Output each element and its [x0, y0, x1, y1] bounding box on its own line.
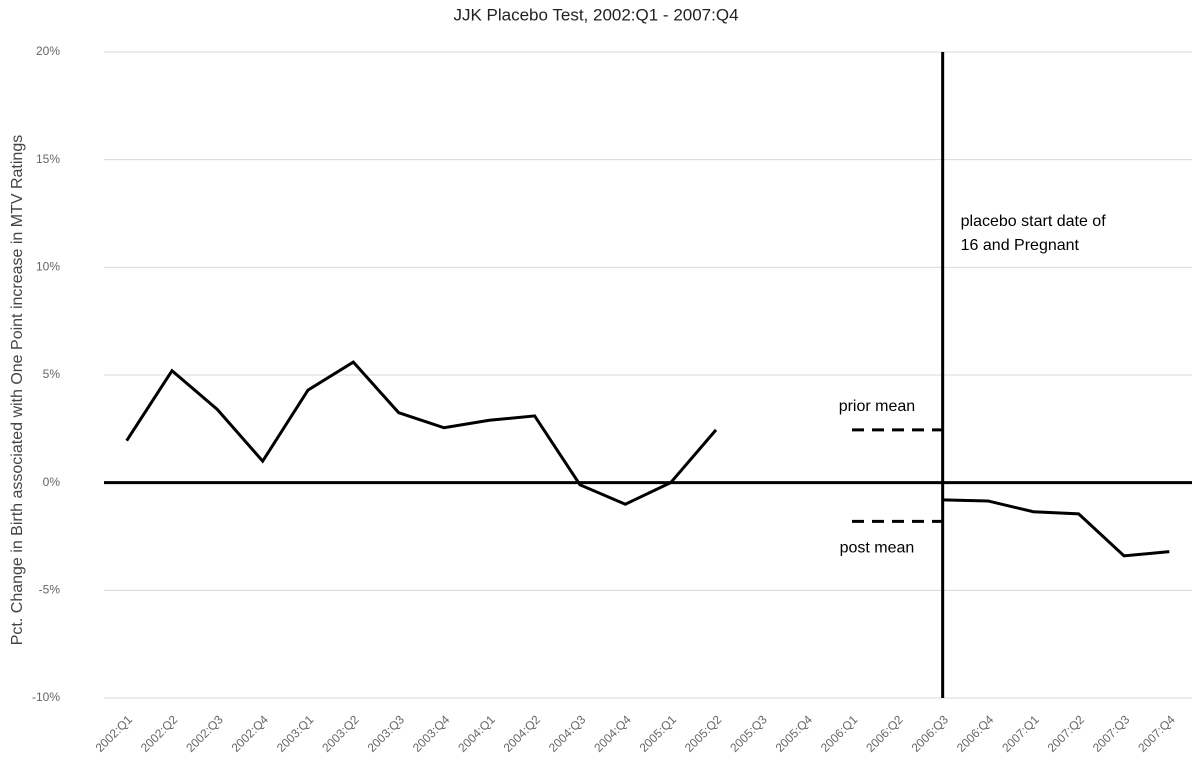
x-tick-label: 2003:Q1 [274, 712, 317, 755]
x-tick-label: 2002:Q2 [138, 712, 181, 755]
x-tick-label: 2007:Q2 [1045, 712, 1088, 755]
y-tick-label: 5% [43, 367, 61, 381]
y-tick-label: -10% [32, 690, 60, 704]
x-tick-label: 2004:Q1 [455, 712, 498, 755]
x-tick-label: 2003:Q4 [410, 712, 453, 755]
x-tick-label: 2005:Q1 [637, 712, 680, 755]
x-tick-label: 2002:Q1 [93, 712, 136, 755]
x-tick-label: 2003:Q2 [319, 712, 362, 755]
x-tick-label: 2005:Q2 [682, 712, 725, 755]
x-tick-label: 2004:Q3 [546, 712, 589, 755]
placebo-label: placebo start date of [961, 213, 1107, 230]
y-axis-label: Pct. Change in Birth associated with One… [9, 135, 26, 645]
y-tick-label: -5% [39, 583, 61, 597]
x-tick-label: 2005:Q3 [727, 712, 770, 755]
x-tick-label: 2007:Q4 [1135, 712, 1178, 755]
x-tick-label: 2004:Q4 [591, 712, 634, 755]
mean-label: post mean [840, 540, 915, 557]
x-tick-label: 2007:Q3 [1090, 712, 1133, 755]
x-tick-label: 2002:Q4 [229, 712, 272, 755]
x-tick-label: 2006:Q3 [909, 712, 952, 755]
series-line [125, 360, 1170, 558]
mean-label: prior mean [839, 398, 915, 415]
x-tick-label: 2006:Q2 [863, 712, 906, 755]
y-tick-label: 15% [36, 152, 60, 166]
x-tick-label: 2006:Q1 [818, 712, 861, 755]
x-tick-label: 2006:Q4 [954, 712, 997, 755]
placebo-label: 16 and Pregnant [961, 237, 1080, 254]
y-tick-label: 20% [36, 44, 60, 58]
y-tick-label: 10% [36, 260, 60, 274]
x-tick-label: 2007:Q1 [999, 712, 1042, 755]
x-tick-label: 2005:Q4 [773, 712, 816, 755]
chart-title: JJK Placebo Test, 2002:Q1 - 2007:Q4 [453, 5, 738, 24]
y-tick-label: 0% [43, 475, 61, 489]
x-tick-label: 2004:Q2 [501, 712, 544, 755]
x-tick-label: 2003:Q3 [365, 712, 408, 755]
x-tick-label: 2002:Q3 [183, 712, 226, 755]
